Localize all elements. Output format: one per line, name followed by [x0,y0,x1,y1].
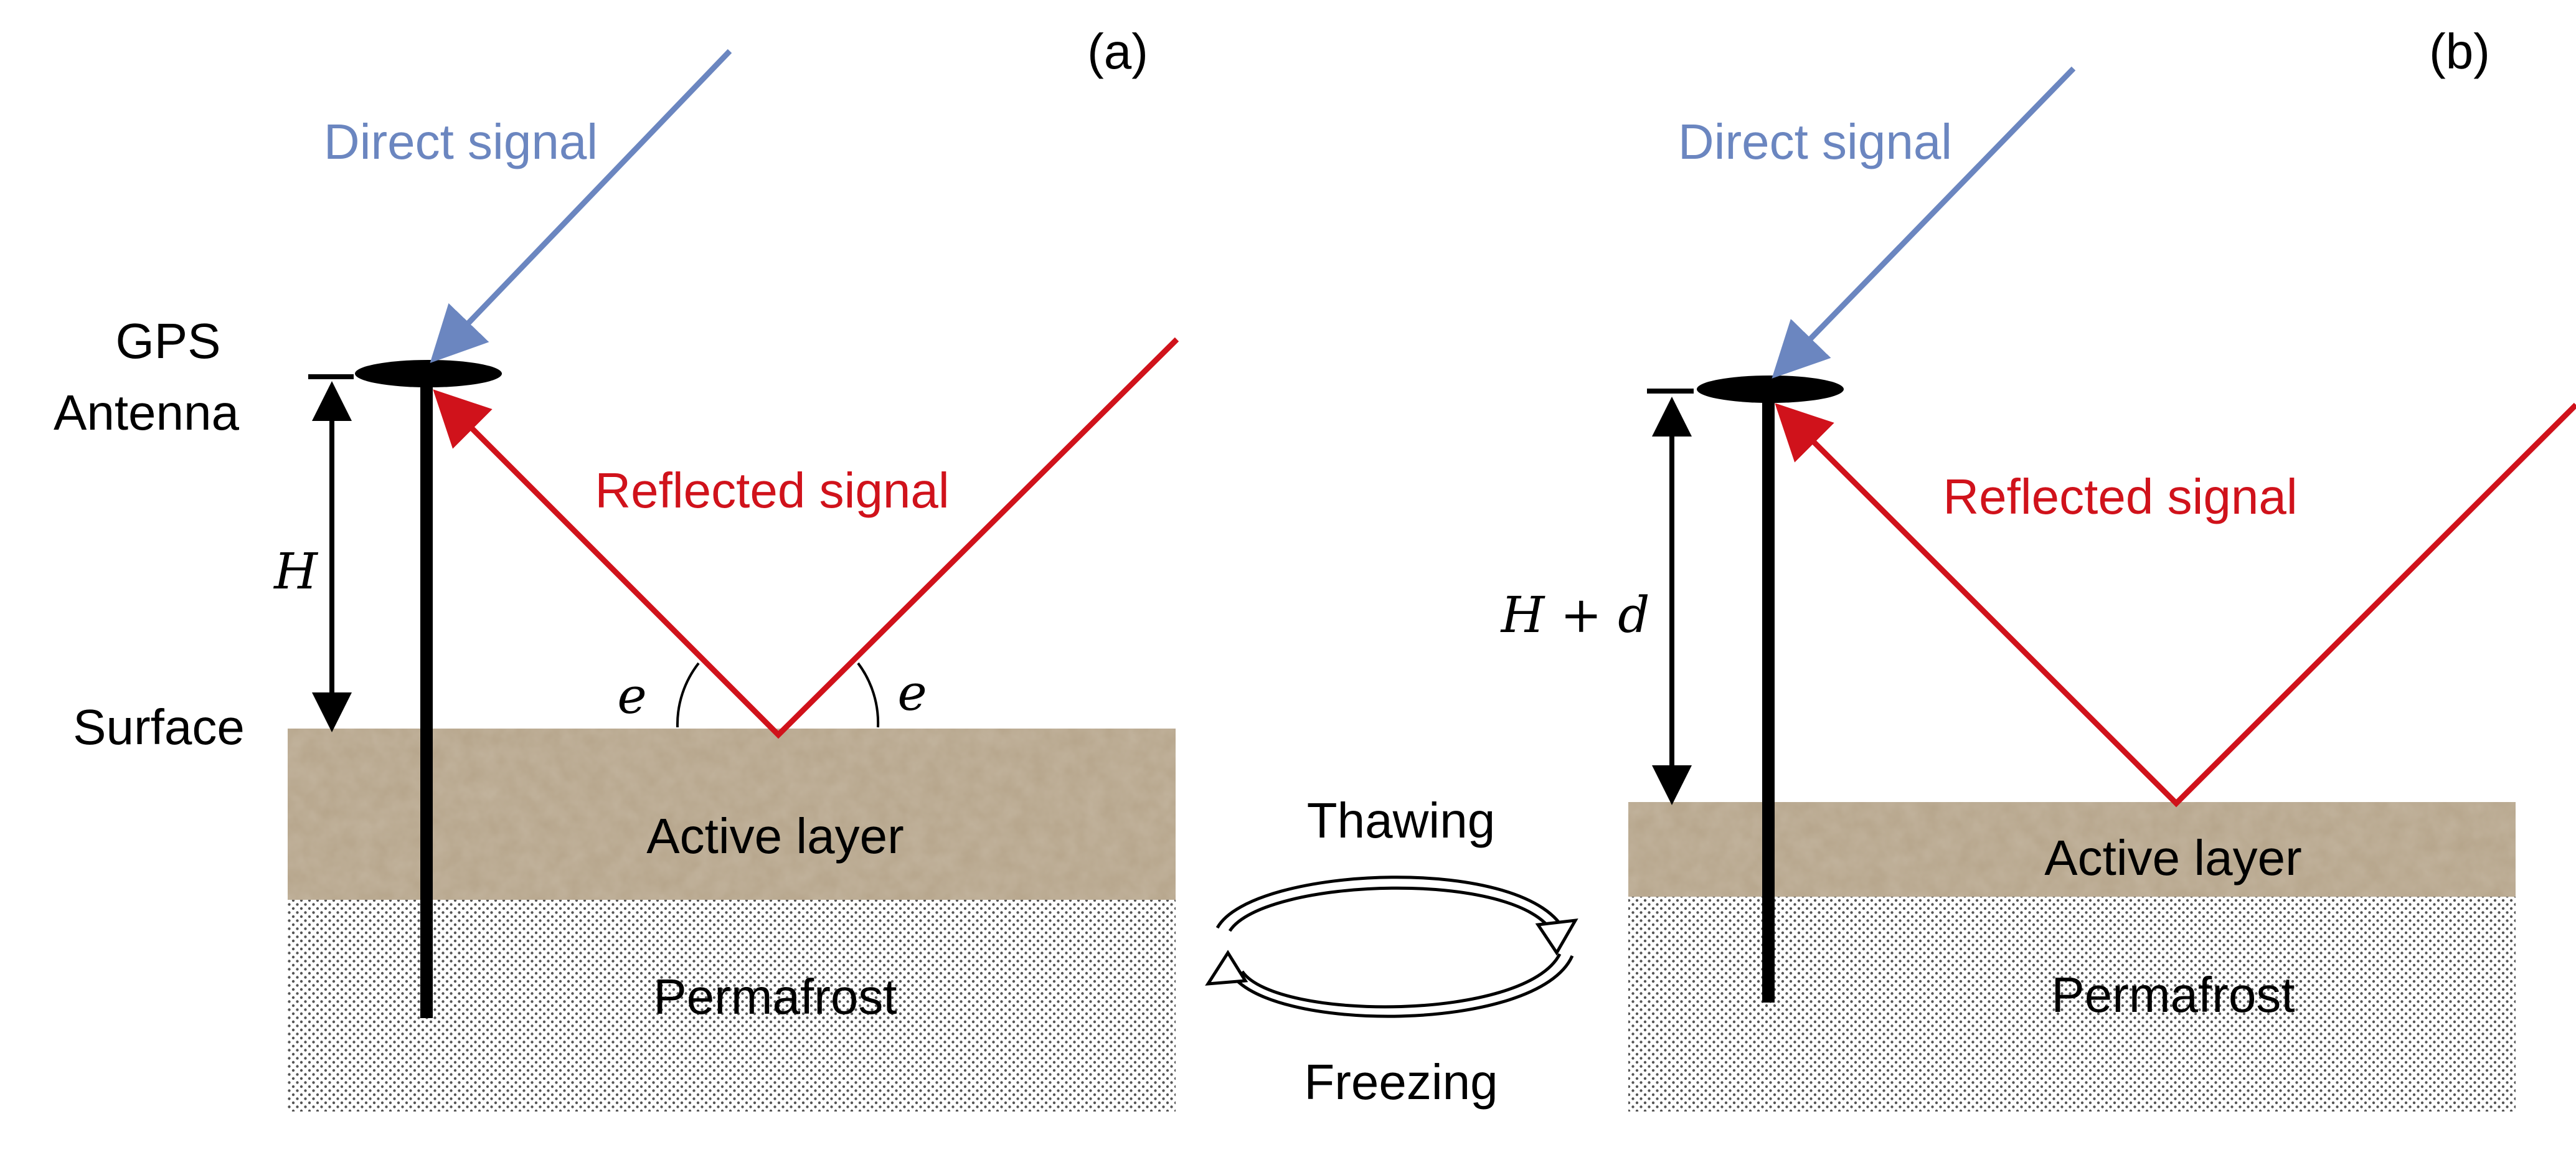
cycle-arrowhead-right [1535,918,1578,956]
freezing-label: Freezing [1304,1054,1498,1110]
reflected-signal-label-b: Reflected signal [1943,469,2297,524]
direct-signal-arrow-a [430,49,732,363]
soil-texture-b [1628,802,2516,897]
direct-signal-label-a: Direct signal [324,114,598,169]
direct-signal-label-b: Direct signal [1678,114,1952,169]
permafrost-label-a: Permafrost [653,969,897,1024]
cycle-arrowhead-left [1205,950,1248,986]
freeze-thaw-cycle: Thawing Freezing [1205,793,1578,1110]
antenna-dish-b [1697,375,1844,403]
panel-b: (b) H + d Direct signal Reflected signal… [1500,24,2576,1112]
antenna-label-line1: GPS [116,313,221,369]
panel-a-label: (a) [1087,24,1148,79]
antenna-label-line2: Antenna [54,385,240,440]
surface-label: Surface [73,699,245,755]
active-layer-label-b: Active layer [2044,830,2301,885]
active-layer-label-a: Active layer [646,808,903,864]
cycle-arrow-upper [1215,876,1568,935]
permafrost-layer-a [288,900,1176,1112]
reflected-signal-path-a [433,337,1179,739]
height-label-b: H + d [1500,586,1650,644]
antenna-dish-a [355,360,502,387]
height-label-a: H [273,542,319,600]
elevation-arc-left [676,662,700,728]
soil-texture-a [288,729,1176,900]
panel-b-label: (b) [2429,24,2490,79]
thawing-label: Thawing [1307,793,1495,848]
elevation-arc-right [857,662,880,728]
permafrost-layer-b [1628,897,2516,1112]
reflected-signal-label-a: Reflected signal [595,463,949,518]
panel-a: (a) H GPS Antenna Surface Direct signal … [54,24,1179,1112]
cycle-arrow-lower-inner [1240,953,1562,1009]
permafrost-label-b: Permafrost [2051,967,2295,1022]
elevation-label-right: e [897,664,927,722]
cycle-arrow-upper-inner [1228,886,1555,935]
cycle-arrow-lower [1228,955,1574,1018]
reflected-signal-path-b [1775,402,2576,808]
direct-signal-arrow-b [1772,66,2076,379]
elevation-label-left: e [617,667,646,725]
